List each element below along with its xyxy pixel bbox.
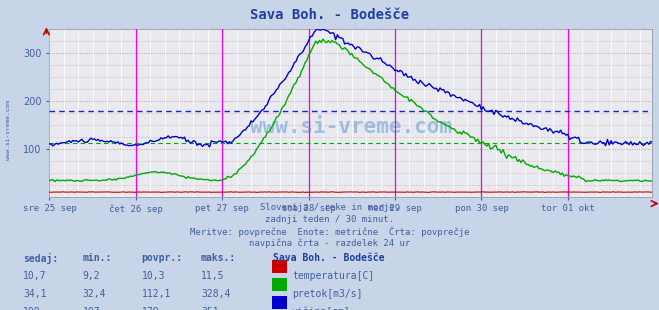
Text: Sava Boh. - Bodešče: Sava Boh. - Bodešče	[273, 253, 385, 263]
Text: 10,7: 10,7	[23, 271, 47, 281]
Text: temperatura[C]: temperatura[C]	[292, 271, 374, 281]
Text: 11,5: 11,5	[201, 271, 225, 281]
Text: 112,1: 112,1	[142, 289, 171, 299]
Text: pretok[m3/s]: pretok[m3/s]	[292, 289, 362, 299]
Text: zadnji teden / 30 minut.: zadnji teden / 30 minut.	[265, 215, 394, 224]
Text: 328,4: 328,4	[201, 289, 231, 299]
Text: 179: 179	[142, 307, 159, 310]
Text: 34,1: 34,1	[23, 289, 47, 299]
Text: 351: 351	[201, 307, 219, 310]
Text: 32,4: 32,4	[82, 289, 106, 299]
Text: 107: 107	[82, 307, 100, 310]
Text: sedaj:: sedaj:	[23, 253, 58, 264]
Text: 10,3: 10,3	[142, 271, 165, 281]
Text: višina[cm]: višina[cm]	[292, 307, 351, 310]
Text: Slovenija / reke in morje.: Slovenija / reke in morje.	[260, 203, 399, 212]
Text: povpr.:: povpr.:	[142, 253, 183, 263]
Text: Meritve: povprečne  Enote: metrične  Črta: povprečje: Meritve: povprečne Enote: metrične Črta:…	[190, 227, 469, 237]
Text: www.si-vreme.com: www.si-vreme.com	[6, 100, 11, 160]
Text: www.si-vreme.com: www.si-vreme.com	[250, 117, 452, 136]
Text: navpična črta - razdelek 24 ur: navpična črta - razdelek 24 ur	[249, 238, 410, 248]
Text: 109: 109	[23, 307, 41, 310]
Text: Sava Boh. - Bodešče: Sava Boh. - Bodešče	[250, 8, 409, 22]
Text: 9,2: 9,2	[82, 271, 100, 281]
Text: maks.:: maks.:	[201, 253, 236, 263]
Text: min.:: min.:	[82, 253, 112, 263]
